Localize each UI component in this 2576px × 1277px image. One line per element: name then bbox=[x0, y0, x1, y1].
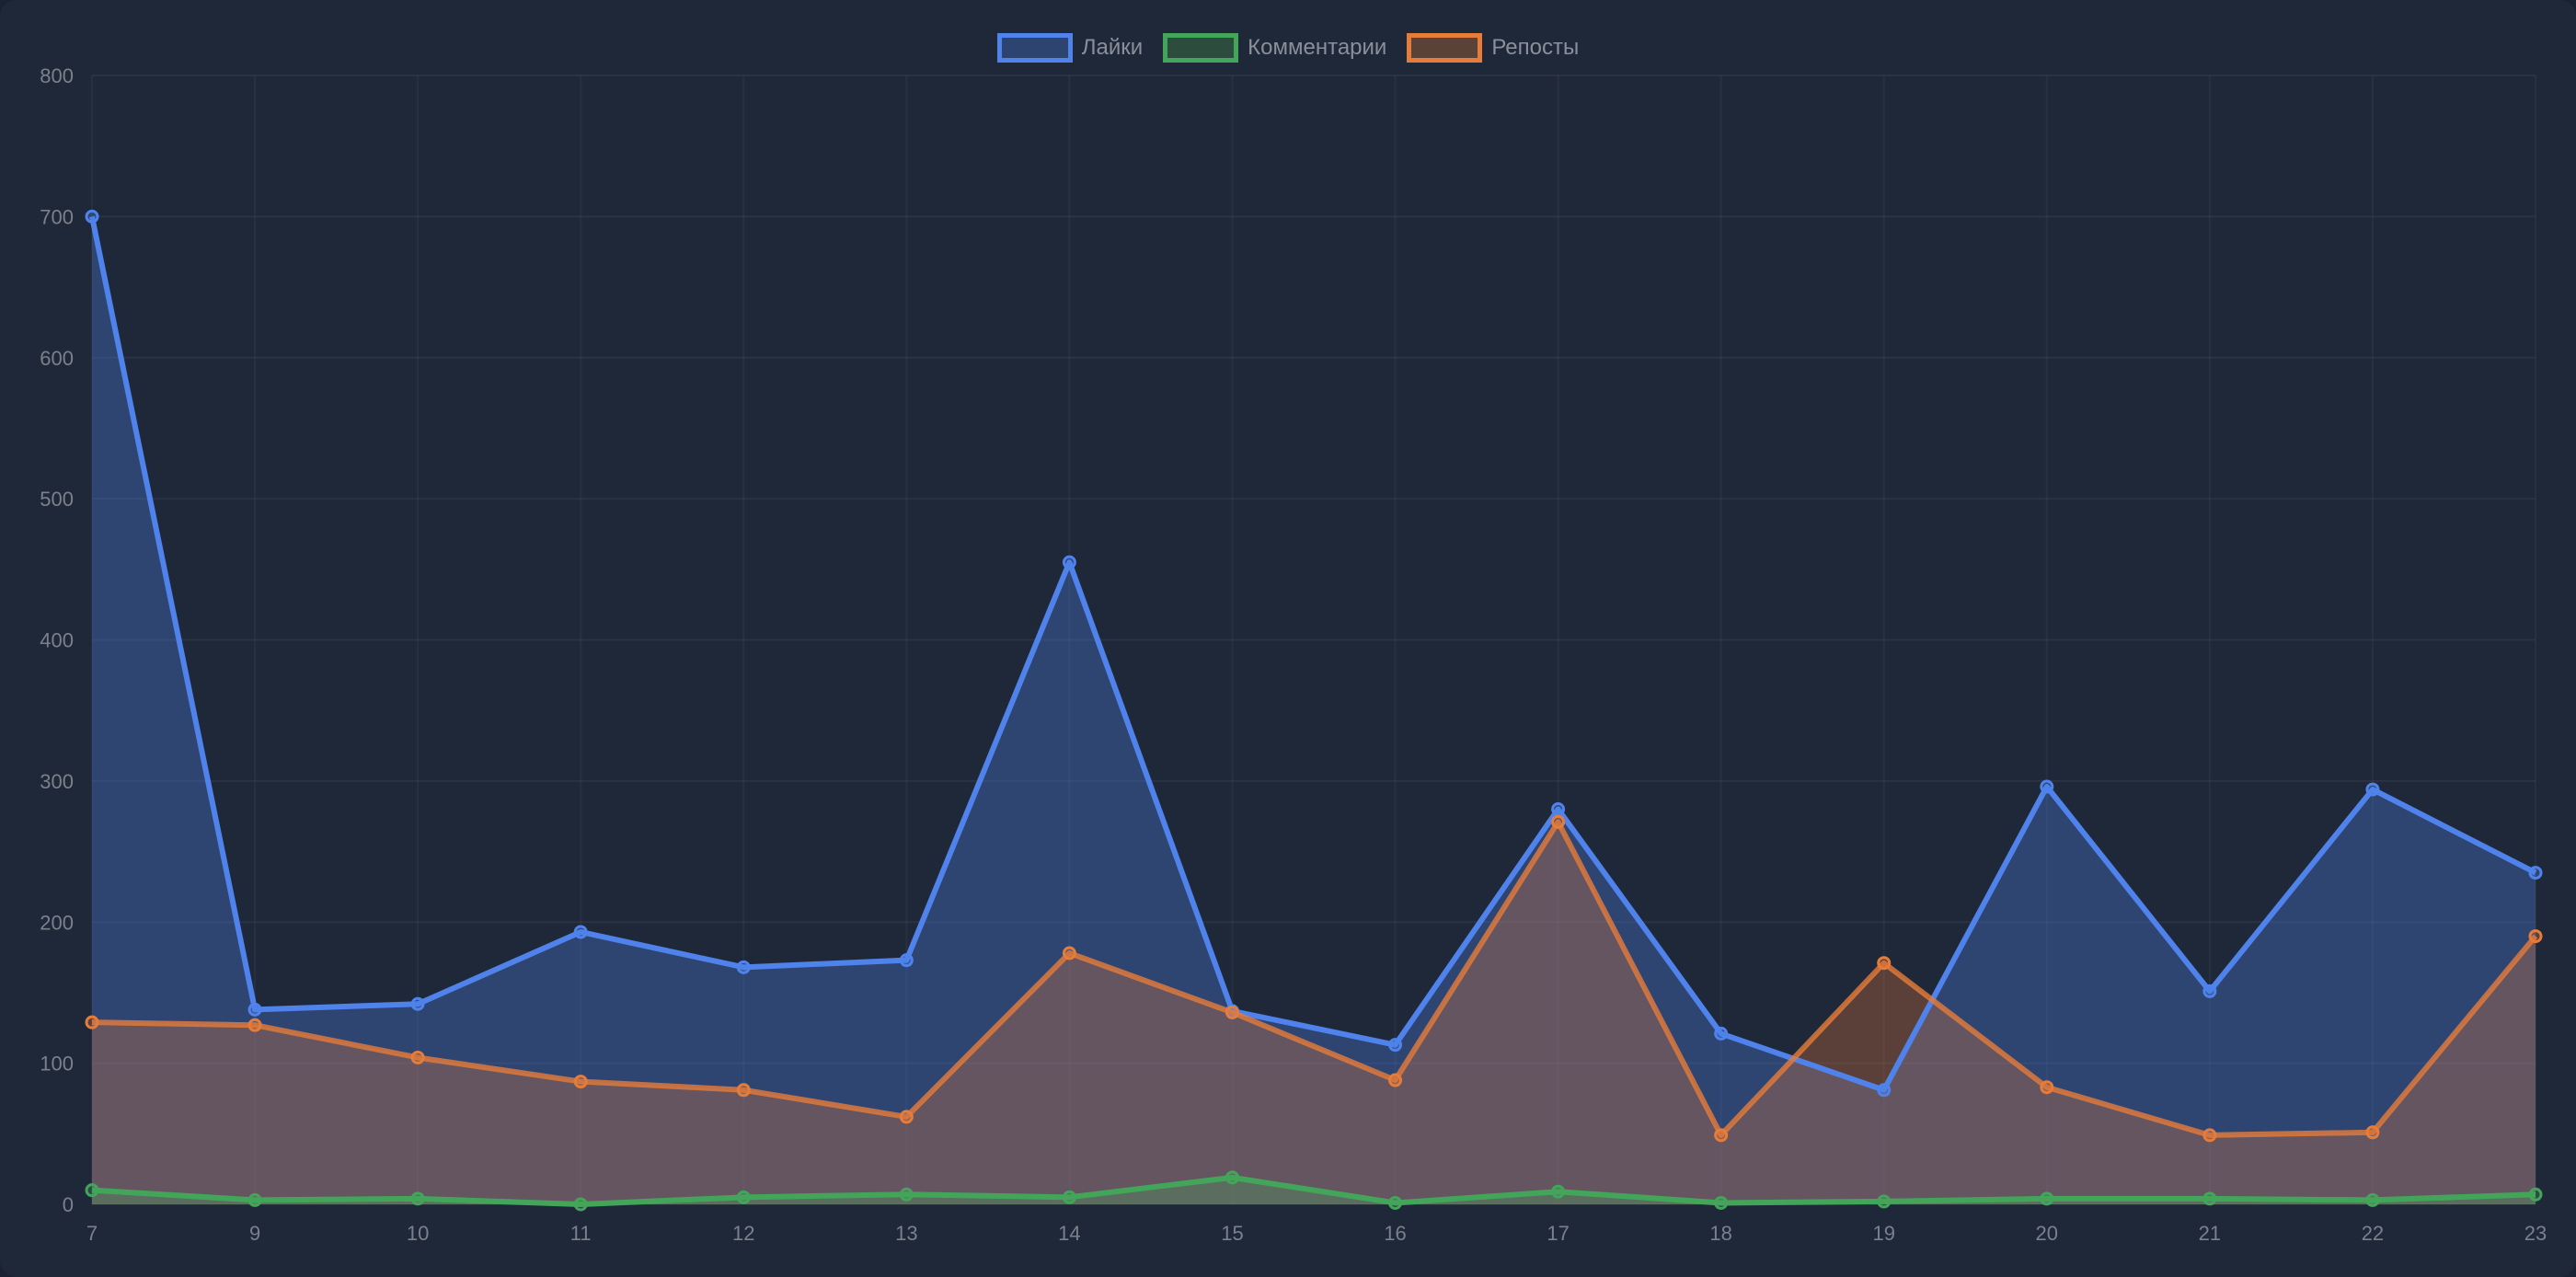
point-likes bbox=[85, 209, 99, 224]
point-comments bbox=[1062, 1190, 1076, 1204]
y-tick-label: 400 bbox=[40, 629, 74, 652]
y-tick-label: 500 bbox=[40, 488, 74, 511]
x-tick-label: 20 bbox=[2036, 1222, 2058, 1245]
point-reposts bbox=[2365, 1125, 2380, 1140]
point-reposts bbox=[1225, 1005, 1239, 1019]
legend: Лайки Комментарии Репосты bbox=[0, 33, 2576, 63]
point-comments bbox=[2528, 1187, 2543, 1202]
legend-label-likes: Лайки bbox=[1081, 35, 1144, 60]
x-tick-label: 12 bbox=[732, 1222, 754, 1245]
point-comments bbox=[899, 1187, 914, 1202]
x-tick-label: 22 bbox=[2362, 1222, 2384, 1245]
y-tick-label: 700 bbox=[40, 205, 74, 228]
point-comments bbox=[1551, 1184, 1566, 1199]
point-likes bbox=[2365, 782, 2380, 797]
point-likes bbox=[899, 953, 914, 968]
point-reposts bbox=[573, 1075, 588, 1089]
point-likes bbox=[247, 1002, 262, 1017]
legend-swatch-comments bbox=[1163, 33, 1239, 63]
point-reposts bbox=[410, 1050, 425, 1064]
point-likes bbox=[736, 960, 751, 974]
y-tick-label: 100 bbox=[40, 1053, 74, 1076]
point-comments bbox=[2365, 1192, 2380, 1207]
line-reposts bbox=[91, 819, 2538, 1138]
x-tick-label: 7 bbox=[86, 1222, 98, 1245]
point-comments bbox=[1714, 1195, 1729, 1210]
legend-item-comments[interactable]: Комментарии bbox=[1163, 33, 1386, 63]
x-tick-label: 18 bbox=[1709, 1222, 1731, 1245]
point-comments bbox=[2040, 1191, 2054, 1206]
point-reposts bbox=[2040, 1080, 2054, 1095]
point-comments bbox=[1877, 1194, 1892, 1209]
point-likes bbox=[2040, 779, 2054, 794]
x-tick-label: 9 bbox=[249, 1222, 260, 1245]
x-tick-label: 13 bbox=[895, 1222, 917, 1245]
x-tick-label: 14 bbox=[1058, 1222, 1080, 1245]
y-tick-label: 0 bbox=[63, 1193, 74, 1216]
point-likes bbox=[1388, 1038, 1403, 1053]
y-tick-label: 300 bbox=[40, 770, 74, 793]
point-reposts bbox=[1388, 1073, 1403, 1087]
point-reposts bbox=[85, 1015, 99, 1030]
point-reposts bbox=[1714, 1128, 1729, 1143]
point-comments bbox=[736, 1190, 751, 1204]
legend-label-comments: Комментарии bbox=[1248, 35, 1387, 60]
legend-label-reposts: Репосты bbox=[1491, 35, 1580, 60]
point-comments bbox=[2202, 1191, 2217, 1206]
point-likes bbox=[1551, 802, 1566, 817]
point-comments bbox=[573, 1197, 588, 1212]
point-likes bbox=[2202, 984, 2217, 998]
point-comments bbox=[1225, 1170, 1239, 1185]
point-reposts bbox=[2202, 1128, 2217, 1143]
line-comments bbox=[91, 1174, 2536, 1207]
legend-item-reposts[interactable]: Репосты bbox=[1407, 33, 1579, 63]
x-tick-label: 21 bbox=[2199, 1222, 2221, 1245]
x-tick-label: 10 bbox=[407, 1222, 429, 1245]
point-likes bbox=[2528, 866, 2543, 880]
line-likes bbox=[89, 215, 2537, 1093]
x-tick-label: 16 bbox=[1384, 1222, 1406, 1245]
area-likes bbox=[92, 216, 2536, 1204]
y-tick-label: 600 bbox=[40, 347, 74, 370]
point-likes bbox=[1877, 1083, 1892, 1098]
y-tick-label: 200 bbox=[40, 911, 74, 934]
area-reposts bbox=[92, 822, 2536, 1204]
x-tick-label: 17 bbox=[1547, 1222, 1569, 1245]
point-comments bbox=[1388, 1195, 1403, 1210]
point-reposts bbox=[899, 1110, 914, 1124]
point-likes bbox=[573, 925, 588, 939]
x-tick-label: 11 bbox=[570, 1222, 592, 1245]
x-tick-label: 23 bbox=[2524, 1222, 2547, 1245]
point-reposts bbox=[1551, 814, 1566, 829]
point-likes bbox=[1714, 1026, 1729, 1041]
legend-swatch-reposts bbox=[1407, 33, 1483, 63]
point-reposts bbox=[1062, 946, 1076, 961]
point-reposts bbox=[1877, 956, 1892, 971]
point-reposts bbox=[2528, 929, 2543, 944]
x-tick-label: 15 bbox=[1221, 1222, 1243, 1245]
point-reposts bbox=[736, 1083, 751, 1098]
point-comments bbox=[85, 1183, 99, 1198]
point-comments bbox=[410, 1191, 425, 1206]
legend-swatch-likes bbox=[996, 33, 1073, 63]
y-tick-label: 800 bbox=[40, 64, 74, 87]
point-comments bbox=[247, 1192, 262, 1207]
point-reposts bbox=[247, 1018, 262, 1032]
point-likes bbox=[1062, 555, 1076, 569]
point-likes bbox=[410, 996, 425, 1011]
legend-item-likes[interactable]: Лайки bbox=[996, 33, 1144, 63]
x-tick-label: 19 bbox=[1872, 1222, 1894, 1245]
